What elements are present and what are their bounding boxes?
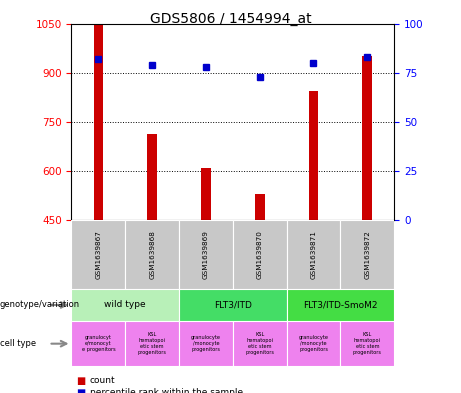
Bar xyxy=(233,321,287,366)
Bar xyxy=(179,220,233,289)
Text: percentile rank within the sample: percentile rank within the sample xyxy=(90,388,243,393)
Text: GSM1639868: GSM1639868 xyxy=(149,230,155,279)
Bar xyxy=(309,91,318,220)
Bar xyxy=(201,168,211,220)
Bar xyxy=(71,321,125,366)
Text: FLT3/ITD: FLT3/ITD xyxy=(214,301,252,309)
Text: GSM1639870: GSM1639870 xyxy=(257,230,263,279)
Text: count: count xyxy=(90,376,116,385)
Bar xyxy=(125,321,179,366)
Text: GSM1639867: GSM1639867 xyxy=(95,230,101,279)
Text: wild type: wild type xyxy=(105,301,146,309)
Text: FLT3/ITD-SmoM2: FLT3/ITD-SmoM2 xyxy=(303,301,378,309)
Bar xyxy=(287,220,340,289)
Bar xyxy=(71,220,125,289)
Text: granulocyte
/monocyte
progenitors: granulocyte /monocyte progenitors xyxy=(298,335,329,352)
Bar xyxy=(125,220,179,289)
Text: GSM1639872: GSM1639872 xyxy=(364,230,370,279)
Text: granulocyt
e/monocyt
e progenitors: granulocyt e/monocyt e progenitors xyxy=(82,335,115,352)
Text: cell type: cell type xyxy=(0,339,36,348)
Text: ■: ■ xyxy=(76,387,85,393)
Text: GDS5806 / 1454994_at: GDS5806 / 1454994_at xyxy=(150,12,311,26)
Text: genotype/variation: genotype/variation xyxy=(0,301,80,309)
Text: ■: ■ xyxy=(76,376,85,386)
Bar xyxy=(362,56,372,220)
Text: KSL
hematopoi
etic stem
progenitors: KSL hematopoi etic stem progenitors xyxy=(245,332,274,355)
Bar xyxy=(148,134,157,220)
Text: granulocyte
/monocyte
progenitors: granulocyte /monocyte progenitors xyxy=(191,335,221,352)
Text: KSL
hematopoi
etic stem
progenitors: KSL hematopoi etic stem progenitors xyxy=(353,332,382,355)
Text: KSL
hematopoi
etic stem
progenitors: KSL hematopoi etic stem progenitors xyxy=(138,332,166,355)
Bar xyxy=(340,220,394,289)
Bar xyxy=(255,194,265,220)
Bar xyxy=(94,25,103,220)
Bar xyxy=(179,321,233,366)
Bar xyxy=(287,321,340,366)
Bar xyxy=(71,289,179,321)
Bar xyxy=(179,289,287,321)
Bar xyxy=(340,321,394,366)
Text: GSM1639871: GSM1639871 xyxy=(310,230,317,279)
Bar xyxy=(233,220,287,289)
Text: GSM1639869: GSM1639869 xyxy=(203,230,209,279)
Bar xyxy=(287,289,394,321)
